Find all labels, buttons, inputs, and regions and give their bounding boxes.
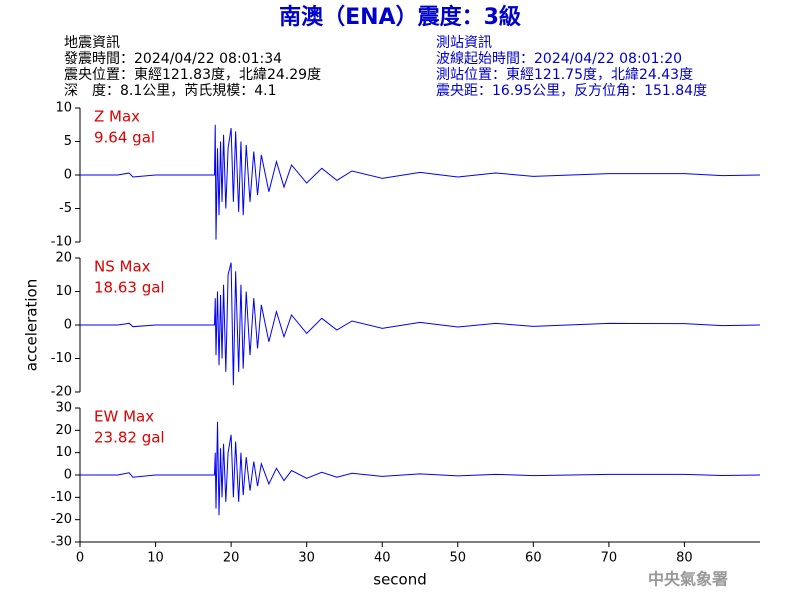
- x-tick-label: 30: [298, 551, 315, 566]
- y-tick-label: -10: [51, 235, 72, 250]
- y-tick-label: 10: [55, 445, 72, 460]
- info-line: 發震時間：2024/04/22 08:01:34: [64, 51, 282, 67]
- max-value: 9.64 gal: [94, 129, 155, 147]
- info-line: 波線起始時間：2024/04/22 08:01:20: [436, 51, 682, 67]
- waveform: [80, 262, 761, 386]
- y-tick-label: 0: [64, 168, 72, 183]
- info-line: 地震資訊: [64, 35, 120, 51]
- y-axis-label: acceleration: [23, 279, 41, 371]
- y-tick-label: -10: [51, 351, 72, 366]
- y-tick-label: -20: [51, 385, 72, 400]
- y-tick-label: 20: [55, 251, 72, 266]
- chart-title: 南澳（ENA）震度：3級: [279, 4, 521, 30]
- y-tick-label: 0: [64, 318, 72, 333]
- y-tick-label: 10: [55, 101, 72, 116]
- x-axis-label: second: [373, 571, 427, 589]
- x-tick-label: 10: [147, 551, 164, 566]
- x-tick-label: 80: [676, 551, 693, 566]
- max-value: 23.82 gal: [94, 429, 165, 447]
- component-label: Z Max: [94, 108, 140, 126]
- x-tick-label: 50: [450, 551, 467, 566]
- x-tick-label: 20: [223, 551, 240, 566]
- info-line: 深 度：8.1公里，芮氏規模：4.1: [64, 82, 277, 99]
- agency: 中央氣象署: [648, 570, 728, 589]
- y-tick-label: 30: [55, 401, 72, 416]
- x-tick-label: 70: [601, 551, 618, 566]
- max-value: 18.63 gal: [94, 279, 165, 297]
- info-line: 測站資訊: [436, 35, 492, 51]
- y-tick-label: 10: [55, 284, 72, 299]
- x-tick-label: 60: [525, 551, 542, 566]
- component-label: NS Max: [94, 258, 151, 276]
- component-label: EW Max: [94, 408, 154, 426]
- info-line: 震央距：16.95公里，反方位角：151.84度: [436, 83, 707, 99]
- y-tick-label: 5: [64, 134, 72, 149]
- y-tick-label: 0: [64, 468, 72, 483]
- y-tick-label: -5: [59, 201, 72, 216]
- waveform: [80, 421, 761, 516]
- info-line: 測站位置：東經121.75度，北緯24.43度: [436, 67, 693, 83]
- info-line: 震央位置：東經121.83度，北緯24.29度: [64, 67, 321, 83]
- x-tick-label: 40: [374, 551, 391, 566]
- waveform: [80, 124, 761, 240]
- y-tick-label: -20: [51, 512, 72, 527]
- y-tick-label: -10: [51, 490, 72, 505]
- y-tick-label: -30: [51, 535, 72, 550]
- y-tick-label: 20: [55, 423, 72, 438]
- x-tick-label: 0: [76, 551, 84, 566]
